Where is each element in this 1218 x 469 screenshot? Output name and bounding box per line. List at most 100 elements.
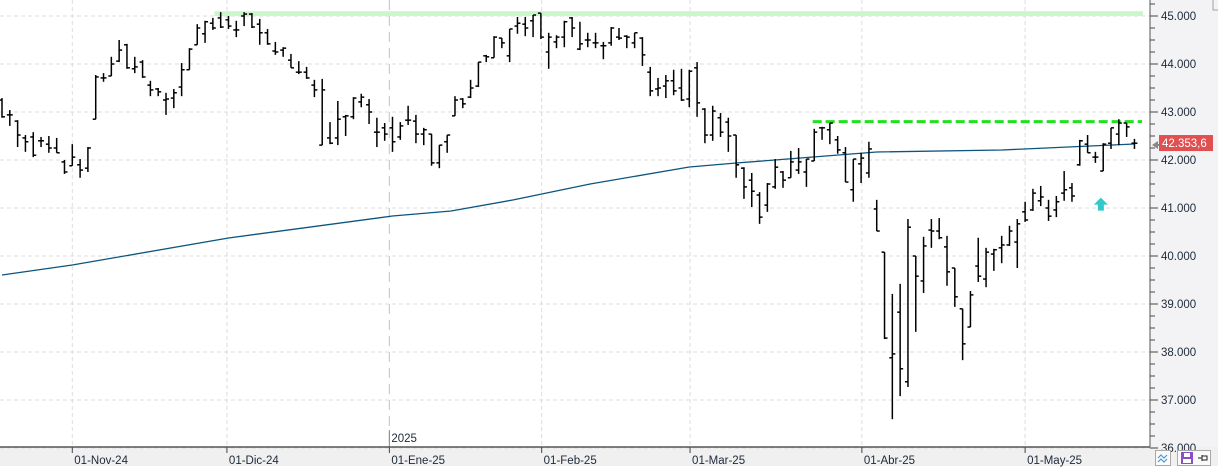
ohlc-bar bbox=[287, 53, 294, 69]
y-tick-label: 41.000 bbox=[1161, 203, 1196, 215]
x-tick-label: 01-Nov-24 bbox=[74, 455, 128, 467]
ohlc-bar bbox=[1092, 151, 1099, 163]
ohlc-bar bbox=[701, 108, 708, 144]
ohlc-bar bbox=[264, 28, 271, 45]
x-tick-label: 01-Abr-25 bbox=[864, 455, 915, 467]
ohlc-bar bbox=[975, 237, 982, 282]
ohlc-bar bbox=[592, 32, 599, 49]
ohlc-bar bbox=[1029, 188, 1036, 211]
y-tick-label: 39.000 bbox=[1161, 299, 1196, 311]
ohlc-bar bbox=[959, 308, 966, 361]
ohlc-bar bbox=[1076, 139, 1083, 166]
last-price-label: 42.353,6 bbox=[1162, 138, 1207, 150]
ohlc-bar bbox=[655, 77, 662, 97]
ohlc-bar bbox=[116, 40, 123, 63]
ohlc-bar bbox=[202, 20, 209, 43]
ohlc-bar bbox=[303, 66, 310, 79]
ohlc-bar bbox=[858, 152, 865, 184]
ohlc-bar bbox=[397, 122, 404, 140]
x-tick-label: 01-Dic-24 bbox=[229, 455, 279, 467]
ohlc-bar bbox=[912, 255, 919, 332]
save-pin-button[interactable] bbox=[1177, 450, 1211, 466]
ohlc-bar bbox=[272, 41, 279, 55]
ohlc-bar bbox=[155, 88, 162, 97]
price-pointer-icon bbox=[1152, 141, 1162, 149]
ohlc-bar bbox=[295, 61, 302, 75]
ohlc-bar bbox=[14, 120, 21, 148]
ohlc-bar bbox=[327, 122, 334, 145]
ohlc-bar bbox=[108, 56, 115, 77]
ohlc-bar bbox=[22, 135, 29, 152]
y-tick-label: 44.000 bbox=[1161, 59, 1196, 71]
ohlc-bar bbox=[69, 144, 76, 167]
ohlc-bar bbox=[428, 133, 435, 166]
ohlc-bar bbox=[451, 96, 458, 117]
ohlc-bar bbox=[920, 236, 927, 293]
ohlc-bar bbox=[553, 35, 560, 49]
ohlc-bar bbox=[522, 16, 529, 37]
ohlc-bar bbox=[990, 248, 997, 271]
ohlc-bar bbox=[389, 116, 396, 152]
ohlc-bar bbox=[545, 32, 552, 69]
ohlc-bar bbox=[1045, 199, 1052, 221]
ohlc-bar bbox=[483, 54, 490, 63]
ohlc-bar bbox=[178, 63, 185, 97]
ohlc-bar bbox=[1053, 196, 1060, 218]
ohlc-bar bbox=[123, 43, 130, 69]
ohlc-bar bbox=[576, 21, 583, 51]
ohlc-bar bbox=[881, 251, 888, 340]
ohlc-bar bbox=[77, 159, 84, 178]
ohlc-bar bbox=[358, 93, 365, 108]
ohlc-bar bbox=[381, 123, 388, 141]
ohlc-bar bbox=[350, 97, 357, 120]
ohlc-bar bbox=[889, 293, 896, 420]
ohlc-bar bbox=[904, 219, 911, 388]
ohlc-bar bbox=[631, 32, 638, 49]
ohlc-bar bbox=[819, 126, 826, 140]
ohlc-bar bbox=[725, 117, 732, 152]
ohlc-bar bbox=[561, 20, 568, 48]
ohlc-bar bbox=[1022, 201, 1029, 222]
pin-icon[interactable] bbox=[1197, 453, 1208, 463]
ohlc-bar bbox=[897, 283, 904, 397]
ohlc-bar bbox=[84, 147, 91, 172]
ohlc-bar bbox=[787, 150, 794, 179]
ohlc-bar bbox=[998, 235, 1005, 264]
ohlc-bar bbox=[615, 28, 622, 40]
last-price-box bbox=[1159, 135, 1213, 152]
ohlc-bar bbox=[983, 247, 990, 288]
ohlc-bar bbox=[537, 12, 544, 40]
floppy-disk-icon[interactable] bbox=[1180, 452, 1193, 464]
ohlc-bar bbox=[186, 48, 193, 71]
y-tick-label: 45.000 bbox=[1161, 11, 1196, 23]
ohlc-bar bbox=[459, 98, 466, 109]
ohlc-bar bbox=[756, 192, 763, 224]
ohlc-bar bbox=[1115, 119, 1122, 146]
ohlc-bar bbox=[670, 69, 677, 96]
ohlc-bar bbox=[834, 136, 841, 154]
ohlc-bar bbox=[1131, 138, 1138, 149]
ohlc-bar bbox=[194, 24, 201, 46]
ohlc-bar bbox=[30, 132, 37, 158]
ohlc-bar bbox=[584, 32, 591, 48]
ohlc-bar bbox=[1006, 225, 1013, 246]
y-tick-label: 38.000 bbox=[1161, 347, 1196, 359]
gridlines bbox=[0, 0, 1150, 449]
ohlc-bar bbox=[444, 134, 451, 153]
ohlc-bar bbox=[780, 171, 786, 188]
ohlc-bar bbox=[709, 105, 716, 141]
last-price-tag: 42.353,6 bbox=[1152, 135, 1213, 152]
ohlc-bar bbox=[366, 99, 373, 124]
y-tick-label: 42.000 bbox=[1161, 155, 1196, 167]
ohlc-bar bbox=[506, 28, 513, 63]
ohlc-bar bbox=[0, 98, 5, 118]
ohlc-bar bbox=[412, 114, 419, 144]
indicator-button[interactable] bbox=[1155, 450, 1171, 466]
ohlc-bar bbox=[405, 105, 412, 125]
ohlc-bar bbox=[795, 148, 802, 174]
ohlc-bar bbox=[608, 27, 615, 46]
ohlc-bar bbox=[826, 122, 833, 145]
panel-corner-icon[interactable] bbox=[1212, 0, 1218, 11]
ohlc-bar bbox=[662, 75, 669, 99]
